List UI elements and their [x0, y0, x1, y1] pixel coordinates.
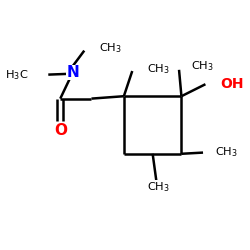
Text: N: N: [66, 65, 79, 80]
Text: O: O: [54, 124, 67, 138]
Text: CH$_3$: CH$_3$: [147, 180, 170, 194]
Text: CH$_3$: CH$_3$: [215, 146, 238, 160]
Text: CH$_3$: CH$_3$: [147, 62, 170, 76]
Text: CH$_3$: CH$_3$: [191, 59, 214, 73]
Text: H$_3$C: H$_3$C: [4, 68, 28, 82]
Text: OH: OH: [220, 77, 243, 91]
Text: CH$_3$: CH$_3$: [99, 41, 122, 55]
